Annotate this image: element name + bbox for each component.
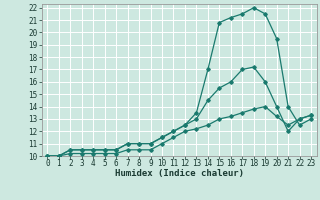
X-axis label: Humidex (Indice chaleur): Humidex (Indice chaleur) (115, 169, 244, 178)
